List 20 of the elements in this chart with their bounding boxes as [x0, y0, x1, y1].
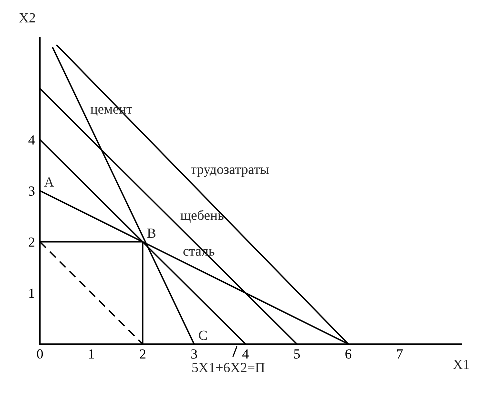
x-tick-label: 7 [397, 350, 403, 359]
annotation: B [148, 228, 156, 238]
x-tick-label: 0 [37, 350, 44, 359]
x-tick-label: 6 [346, 350, 352, 359]
y-tick-label: 3 [29, 186, 35, 196]
y-tick-label: 2 [28, 238, 35, 247]
annotation: трудозатраты [191, 168, 270, 178]
annotation: щебень [180, 210, 224, 223]
y-tick-label: 1 [30, 288, 34, 298]
annotation: 5X1+6X2=П [192, 363, 265, 372]
x-tick-label: 4 [242, 350, 249, 359]
y-axis-title: X2 [19, 13, 36, 23]
annotation: A [44, 178, 54, 187]
annotation: C [199, 330, 208, 340]
x-tick-label: 2 [140, 350, 146, 359]
x-tick-label: 3 [192, 350, 198, 359]
x-axis-title: X1 [453, 360, 470, 370]
x-tick-label: 1 [89, 350, 94, 359]
y-tick-label: 4 [28, 136, 36, 145]
x-tick-label: 5 [294, 350, 300, 359]
